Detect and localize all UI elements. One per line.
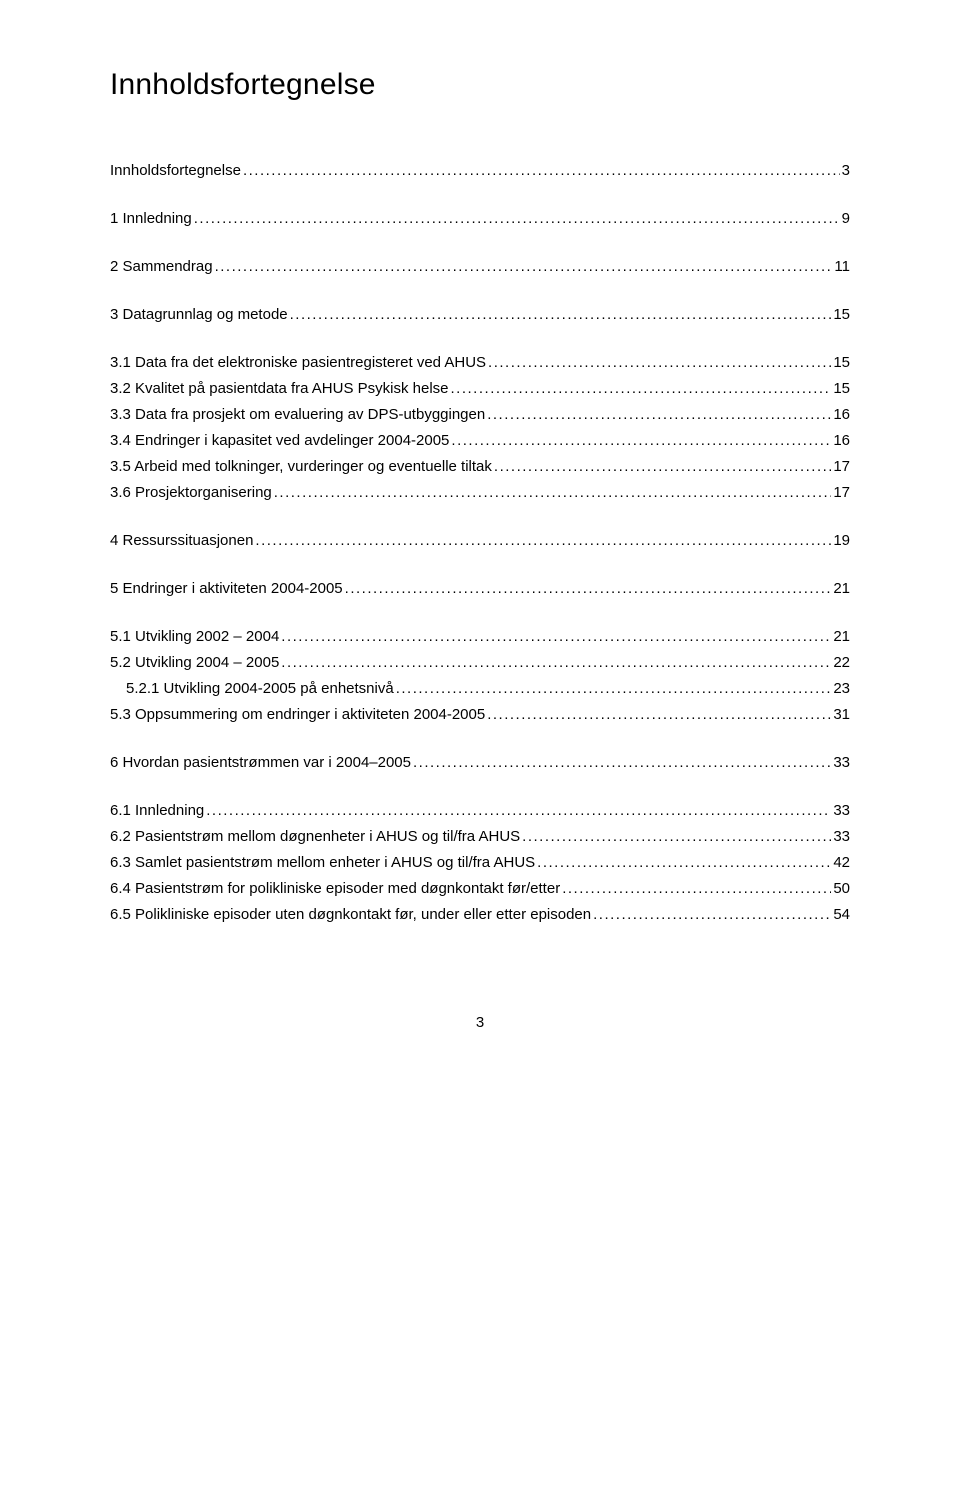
toc-entry: 2 Sammendrag 11: [110, 258, 850, 276]
toc-entry-page: 31: [833, 706, 850, 724]
toc-entry-label: 6 Hvordan pasientstrømmen var i 2004–200…: [110, 754, 411, 772]
toc-leader-dots: [537, 854, 831, 872]
toc-entry-page: 9: [842, 210, 850, 228]
toc-entry-page: 11: [834, 258, 850, 276]
toc-entry-label: 3.4 Endringer i kapasitet ved avdelinger…: [110, 432, 449, 450]
toc-entry: 3.2 Kvalitet på pasientdata fra AHUS Psy…: [110, 380, 850, 398]
toc-entry-page: 3: [842, 162, 850, 180]
toc-leader-dots: [345, 580, 832, 598]
toc-entry-label: 3.5 Arbeid med tolkninger, vurderinger o…: [110, 458, 492, 476]
toc-leader-dots: [243, 162, 840, 180]
table-of-contents: Innholdsfortegnelse 3 1 Innledning 9 2 Samme…: [110, 162, 850, 924]
toc-leader-dots: [274, 484, 832, 502]
page-number: 3: [110, 1014, 850, 1031]
toc-entry-label: 6.4 Pasientstrøm for polikliniske episod…: [110, 880, 560, 898]
toc-entry: 5.2.1 Utvikling 2004-2005 på enhetsnivå 2…: [110, 680, 850, 698]
toc-entry-page: 15: [833, 380, 850, 398]
toc-entry: 3.5 Arbeid med tolkninger, vurderinger o…: [110, 458, 850, 476]
toc-leader-dots: [215, 258, 833, 276]
toc-entry-page: 15: [833, 354, 850, 372]
toc-entry-page: 21: [833, 580, 850, 598]
toc-leader-dots: [487, 706, 831, 724]
toc-entry-label: 6.1 Innledning: [110, 802, 204, 820]
toc-leader-dots: [451, 380, 832, 398]
toc-entry-label: 1 Innledning: [110, 210, 192, 228]
toc-entry-page: 16: [833, 432, 850, 450]
toc-leader-dots: [206, 802, 831, 820]
toc-entry-page: 42: [833, 854, 850, 872]
toc-entry: 6.3 Samlet pasientstrøm mellom enheter i…: [110, 854, 850, 872]
toc-entry-page: 33: [833, 754, 850, 772]
toc-leader-dots: [281, 628, 831, 646]
toc-entry-label: 4 Ressurssituasjonen: [110, 532, 253, 550]
toc-entry: 4 Ressurssituasjonen 19: [110, 532, 850, 550]
toc-leader-dots: [593, 906, 831, 924]
toc-entry-label: 6.5 Polikliniske episoder uten døgnkonta…: [110, 906, 591, 924]
toc-entry-label: 5 Endringer i aktiviteten 2004-2005: [110, 580, 343, 598]
toc-entry: 1 Innledning 9: [110, 210, 850, 228]
toc-entry: 5.3 Oppsummering om endringer i aktivite…: [110, 706, 850, 724]
toc-entry-label: 5.1 Utvikling 2002 – 2004: [110, 628, 279, 646]
toc-leader-dots: [290, 306, 832, 324]
toc-entry: 3.1 Data fra det elektroniske pasientreg…: [110, 354, 850, 372]
toc-entry-label: 3.1 Data fra det elektroniske pasientreg…: [110, 354, 486, 372]
toc-entry-page: 33: [833, 802, 850, 820]
toc-entry: 3.4 Endringer i kapasitet ved avdelinger…: [110, 432, 850, 450]
toc-entry-page: 17: [833, 458, 850, 476]
toc-entry: Innholdsfortegnelse 3: [110, 162, 850, 180]
toc-entry-label: 5.2 Utvikling 2004 – 2005: [110, 654, 279, 672]
toc-entry: 6.5 Polikliniske episoder uten døgnkonta…: [110, 906, 850, 924]
toc-leader-dots: [194, 210, 840, 228]
toc-leader-dots: [562, 880, 831, 898]
toc-entry-page: 33: [833, 828, 850, 846]
toc-entry: 6.2 Pasientstrøm mellom døgnenheter i AH…: [110, 828, 850, 846]
toc-entry-label: 2 Sammendrag: [110, 258, 213, 276]
page-title: Innholdsfortegnelse: [110, 68, 850, 102]
toc-entry: 5.2 Utvikling 2004 – 2005 22: [110, 654, 850, 672]
toc-entry-label: 3.3 Data fra prosjekt om evaluering av D…: [110, 406, 485, 424]
toc-entry: 3 Datagrunnlag og metode 15: [110, 306, 850, 324]
toc-leader-dots: [255, 532, 831, 550]
toc-entry: 6 Hvordan pasientstrømmen var i 2004–200…: [110, 754, 850, 772]
toc-entry-page: 54: [833, 906, 850, 924]
toc-entry-page: 22: [833, 654, 850, 672]
toc-leader-dots: [487, 406, 831, 424]
toc-entry-page: 15: [833, 306, 850, 324]
toc-entry-label: 6.3 Samlet pasientstrøm mellom enheter i…: [110, 854, 535, 872]
toc-entry: 3.3 Data fra prosjekt om evaluering av D…: [110, 406, 850, 424]
toc-leader-dots: [522, 828, 831, 846]
toc-entry-label: 5.2.1 Utvikling 2004-2005 på enhetsnivå: [126, 680, 394, 698]
toc-leader-dots: [494, 458, 831, 476]
toc-entry-label: 3 Datagrunnlag og metode: [110, 306, 288, 324]
toc-entry-label: Innholdsfortegnelse: [110, 162, 241, 180]
toc-leader-dots: [451, 432, 831, 450]
toc-entry-page: 23: [833, 680, 850, 698]
toc-entry-page: 16: [833, 406, 850, 424]
toc-entry-label: 3.6 Prosjektorganisering: [110, 484, 272, 502]
toc-leader-dots: [413, 754, 831, 772]
toc-leader-dots: [396, 680, 832, 698]
toc-entry-page: 19: [833, 532, 850, 550]
toc-entry: 6.1 Innledning 33: [110, 802, 850, 820]
toc-entry: 5 Endringer i aktiviteten 2004-2005 21: [110, 580, 850, 598]
toc-leader-dots: [281, 654, 831, 672]
toc-entry: 3.6 Prosjektorganisering 17: [110, 484, 850, 502]
toc-entry-label: 6.2 Pasientstrøm mellom døgnenheter i AH…: [110, 828, 520, 846]
toc-entry: 6.4 Pasientstrøm for polikliniske episod…: [110, 880, 850, 898]
toc-entry-page: 50: [833, 880, 850, 898]
toc-entry-page: 17: [833, 484, 850, 502]
toc-leader-dots: [488, 354, 831, 372]
toc-entry: 5.1 Utvikling 2002 – 2004 21: [110, 628, 850, 646]
toc-entry-page: 21: [833, 628, 850, 646]
toc-entry-label: 3.2 Kvalitet på pasientdata fra AHUS Psy…: [110, 380, 449, 398]
toc-entry-label: 5.3 Oppsummering om endringer i aktivite…: [110, 706, 485, 724]
